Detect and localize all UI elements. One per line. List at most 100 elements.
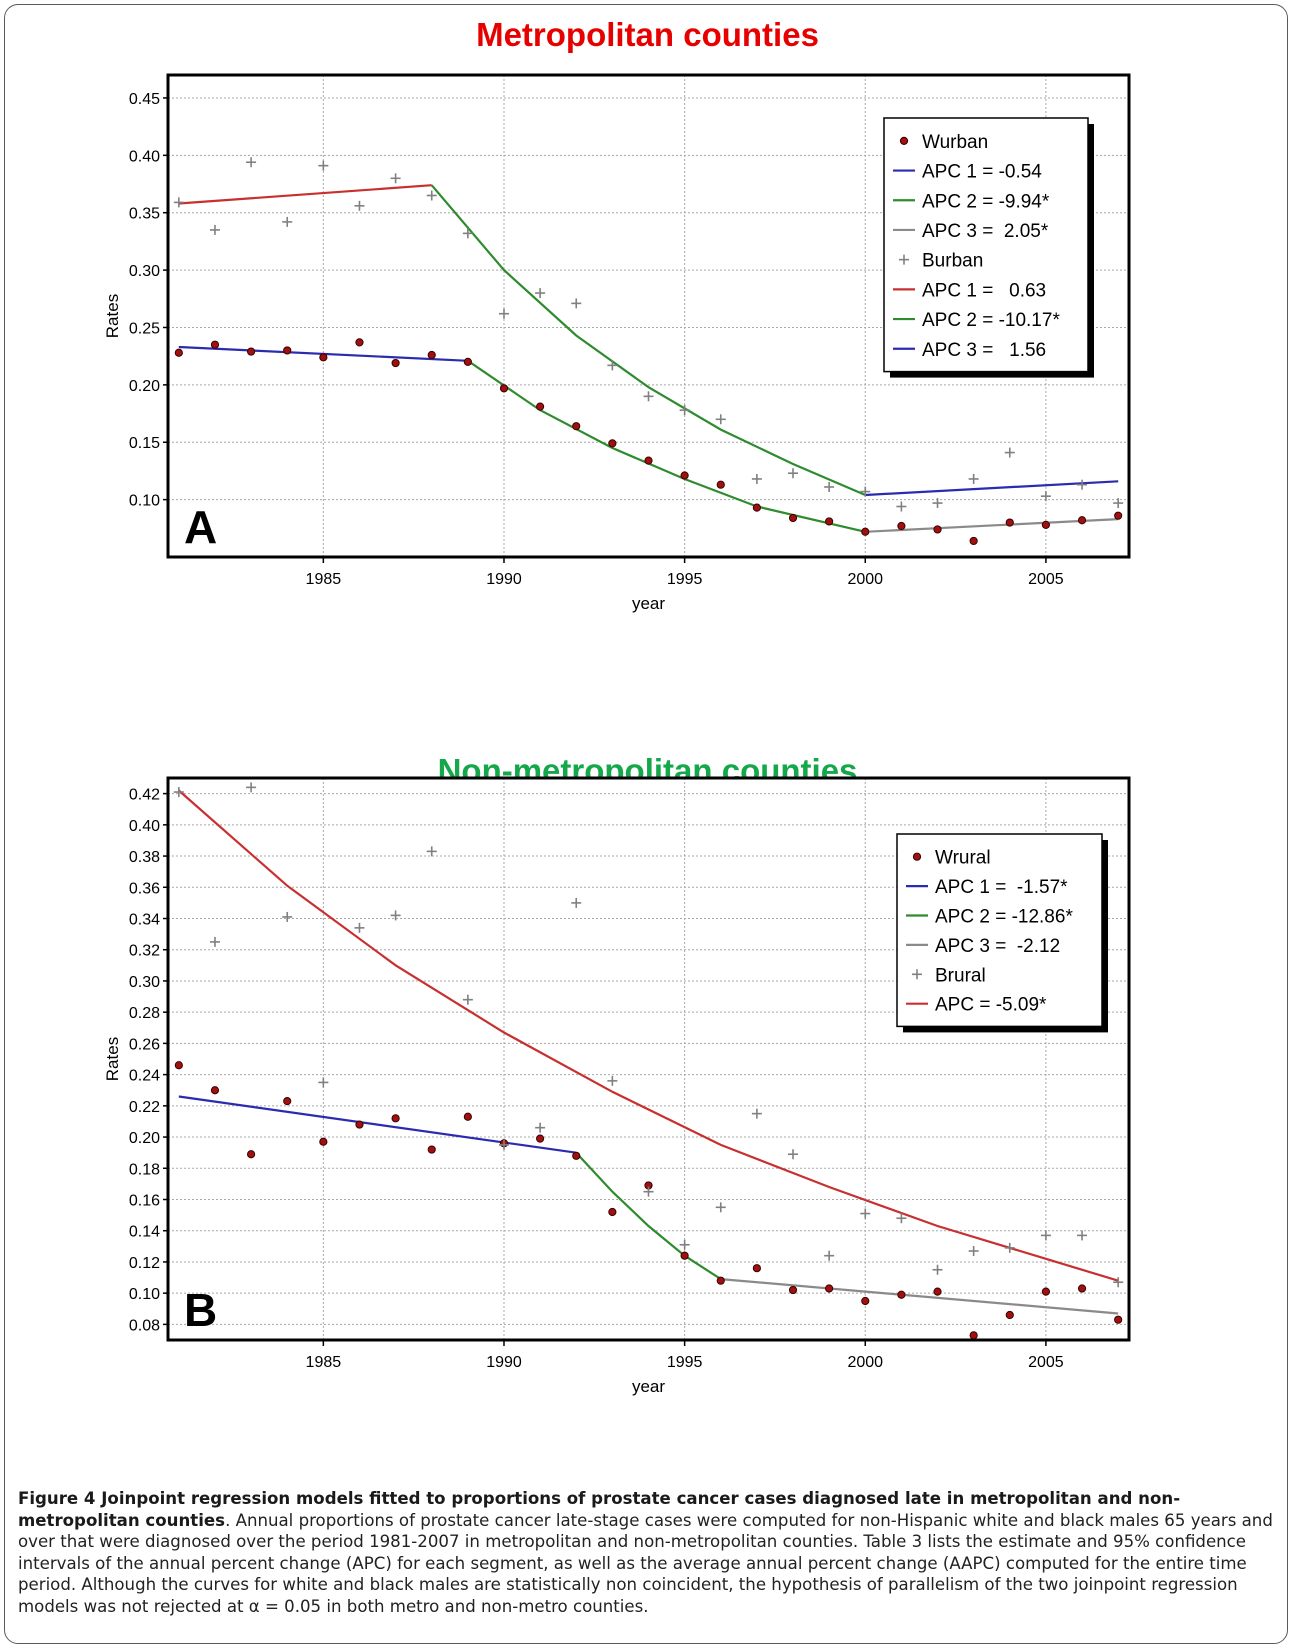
chart-b-data-point-dot	[427, 1145, 436, 1154]
chart-b-data-point-plus	[282, 911, 293, 922]
chart-b-trend-line	[575, 1151, 722, 1281]
chart-b-y-tick-label: 0.20	[129, 1130, 160, 1147]
chart-b-y-tick-label: 0.38	[129, 849, 160, 866]
chart-b-trend-line	[178, 789, 1119, 1282]
chart-a-data-point-dot	[355, 338, 364, 347]
chart-a-data-point-dot	[210, 340, 220, 349]
chart-a-data-point-plus	[679, 405, 690, 416]
chart-a-data-point-plus	[390, 173, 401, 184]
chart-a-legend-label: Burban	[922, 251, 983, 272]
chart-a-legend-box	[883, 117, 1089, 373]
chart-b-data-point-plus	[354, 922, 365, 933]
chart-b-data-point-plus	[824, 1250, 835, 1261]
chart-a-x-tick-label: 2005	[1028, 571, 1064, 588]
chart-a-data-point-plus	[1077, 479, 1088, 490]
chart-b-gridlines	[168, 778, 1129, 1340]
chart-a-data-point-dot	[644, 456, 653, 465]
chart-b-data-point-plus	[643, 1186, 654, 1197]
chart-b-y-tick-label: 0.12	[129, 1255, 160, 1272]
chart-b-data-point-plus	[1004, 1242, 1015, 1253]
chart-b-data-point-dot	[536, 1134, 545, 1143]
chart-a-data-point-plus	[426, 190, 437, 201]
chart-b-data-point-plus	[390, 910, 401, 921]
chart-b-data-point-dot	[174, 1061, 183, 1070]
chart-b-data-point-dot	[391, 1114, 400, 1123]
chart-a-data-point-dot	[1041, 520, 1051, 529]
chart-a-data-point-dot	[716, 480, 725, 489]
chart-b-legend-label: APC 3 = -2.12	[935, 936, 1060, 957]
chart-b-data-point-dot	[752, 1264, 761, 1273]
chart-a-legend-marker-plus	[899, 254, 909, 265]
chart-b-x-tick-label: 1995	[667, 1354, 703, 1371]
chart-b-data-point-dot	[680, 1251, 689, 1260]
chart-b-y-tick-label: 0.08	[129, 1317, 160, 1334]
chart-b-data-point-plus	[1040, 1230, 1051, 1241]
chart-a-data-point-dot	[1114, 511, 1123, 520]
chart-b-legend-label: APC 1 = -1.57*	[935, 877, 1068, 898]
chart-b-legend-label: APC 2 = -12.86*	[935, 907, 1073, 928]
chart-b-data-point-dot	[608, 1207, 617, 1217]
chart-b-series-wrural	[174, 1061, 1123, 1340]
chart-b-legend-marker-dot	[912, 852, 922, 861]
chart-a-data-point-dot	[825, 517, 834, 526]
chart-a-x-tick-label: 1990	[486, 571, 522, 588]
chart-a-data-point-plus	[968, 473, 979, 484]
chart-b-data-point-plus	[426, 846, 437, 857]
chart-a-data-point-plus	[1004, 447, 1015, 458]
chart-b-legend-label: APC = -5.09*	[935, 995, 1047, 1016]
chart-b-legend-box	[896, 833, 1103, 1028]
chart-b-data-point-plus	[715, 1202, 726, 1213]
chart-a-y-tick-label: 0.10	[129, 493, 160, 510]
chart-a-data-point-dot	[427, 350, 436, 360]
chart-b-data-point-plus	[318, 1077, 329, 1088]
chart-a-data-point-dot	[897, 521, 906, 531]
chart-b-data-point-dot	[210, 1086, 220, 1095]
chart-b-data-point-plus	[571, 897, 582, 908]
chart-b-data-point-dot	[861, 1296, 870, 1306]
chart-a-data-point-dot	[319, 353, 328, 362]
chart-a-data-point-plus	[246, 157, 257, 168]
chart-b-data-point-plus	[498, 1139, 509, 1150]
chart-a-data-point-dot	[1005, 518, 1014, 527]
chart-b-y-tick-label: 0.14	[129, 1224, 160, 1241]
chart-a-y-tick-label: 0.20	[129, 378, 160, 395]
chart-b-y-tick-label: 0.26	[129, 1036, 160, 1053]
chart-b-data-point-dot	[969, 1331, 978, 1340]
chart-a-title: Metropolitan counties	[476, 16, 819, 53]
chart-b-legend-label: Brural	[935, 965, 986, 986]
chart-b-y-tick-label: 0.30	[129, 974, 160, 991]
chart-a-data-point-plus	[788, 468, 799, 479]
chart-a-legend-label: Wurban	[922, 132, 988, 153]
chart-b-y-tick-label: 0.24	[129, 1068, 160, 1085]
chart-a-legend: Wurban APC 1 = -0.54 APC 2 = -9.94* APC 3 =…	[883, 117, 1094, 378]
chart-a-axes-frame	[166, 73, 1131, 559]
chart-a-data-point-dot	[969, 536, 978, 546]
chart-b-data-point-plus	[1077, 1230, 1088, 1241]
chart-b-y-tick-label: 0.18	[129, 1161, 160, 1178]
chart-a-legend-label: APC 2 = -9.94*	[922, 191, 1050, 212]
chart-a-data-point-plus	[896, 501, 907, 512]
chart-a-data-point-dot	[933, 525, 942, 534]
chart-a-data-point-dot	[246, 347, 256, 356]
chart-b-x-tick-label: 1990	[486, 1354, 522, 1371]
chart-b-y-tick-label: 0.40	[129, 818, 160, 835]
chart-a-data-point-dot	[499, 384, 509, 393]
chart-a-data-point-plus	[571, 298, 582, 309]
chart-b-y-tick-label: 0.32	[129, 943, 160, 960]
chart-a-data-point-plus	[282, 216, 293, 227]
chart-b-data-point-plus	[679, 1239, 690, 1250]
chart-b-y-tick-label: 0.10	[129, 1286, 160, 1303]
chart-a-panel-letter: A	[184, 501, 217, 553]
chart-b-x-axis-label: year	[632, 1377, 665, 1396]
chart-b-data-point-dot	[572, 1151, 581, 1160]
chart-b-data-point-plus	[860, 1208, 871, 1219]
chart-a-legend-label: APC 1 = 0.63	[922, 280, 1046, 301]
chart-a-data-point-dot	[283, 346, 292, 355]
chart-a-data-point-plus	[498, 308, 509, 319]
chart-a-data-point-plus	[932, 498, 943, 509]
chart-b-data-point-plus	[246, 782, 257, 793]
chart-a-data-point-plus	[643, 391, 654, 402]
chart-a-data-point-dot	[680, 471, 689, 480]
